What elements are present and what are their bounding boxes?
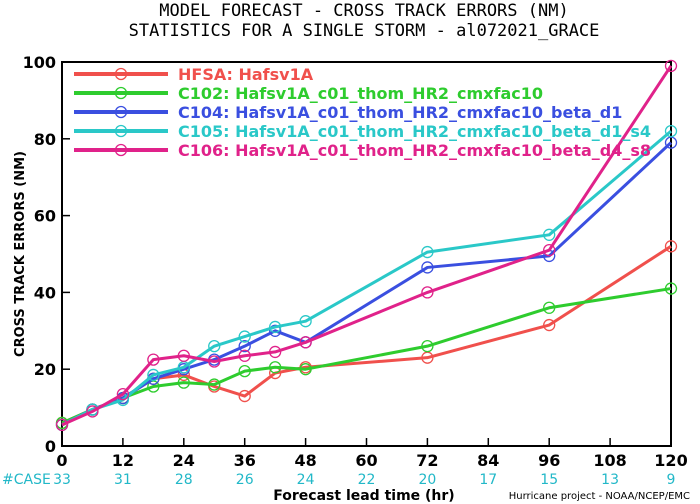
data-point [177, 349, 190, 362]
case-label: #CASE [2, 472, 51, 488]
legend-marker [114, 67, 128, 81]
case-count: 20 [418, 472, 436, 488]
case-count: 15 [540, 472, 558, 488]
data-point [421, 340, 434, 353]
legend-item: HFSA: Hafsv1A [74, 65, 314, 84]
case-count: 13 [601, 472, 619, 488]
data-point [543, 244, 556, 257]
data-point [238, 340, 251, 353]
series-5 [55, 59, 678, 432]
legend-label: C102: Hafsv1A_c01_thom_HR2_cmxfac10 [178, 84, 543, 103]
series-line [61, 287, 672, 425]
case-count: 24 [297, 472, 315, 488]
series-1 [55, 240, 678, 430]
data-point [177, 376, 190, 389]
legend-item: C105: Hafsv1A_c01_thom_HR2_cmxfac10_beta… [74, 122, 651, 141]
x-tick-label: 48 [294, 451, 316, 470]
legend-label: C105: Hafsv1A_c01_thom_HR2_cmxfac10_beta… [178, 122, 651, 141]
legend-item: C102: Hafsv1A_c01_thom_HR2_cmxfac10 [74, 84, 543, 103]
data-point [664, 124, 678, 138]
x-tick-label: 0 [56, 451, 67, 470]
data-point [268, 345, 282, 359]
data-point [147, 368, 160, 382]
legend-label: HFSA: Hafsv1A [178, 65, 314, 84]
legend-label: C106: Hafsv1A_c01_thom_HR2_cmxfac10_beta… [178, 141, 651, 160]
legend-marker [114, 86, 128, 100]
data-point [238, 389, 251, 403]
chart-title: MODEL FORECAST - CROSS TRACK ERRORS (NM) [159, 1, 568, 21]
x-tick-label: 12 [112, 451, 134, 470]
series-layer [55, 59, 678, 432]
x-axis-ticks: 0 12 24 36 48 60 72 84 96 108 120 [56, 438, 688, 470]
case-count: 26 [236, 472, 254, 488]
y-tick-label: 40 [34, 283, 56, 302]
legend-item: C104: Hafsv1A_c01_thom_HR2_cmxfac10_beta… [74, 103, 622, 122]
case-count: 9 [667, 472, 676, 488]
case-count: 31 [114, 472, 132, 488]
data-point [543, 301, 556, 314]
data-point [208, 340, 221, 353]
y-axis-ticks: 0 20 40 60 80 100 [23, 53, 70, 456]
data-point [86, 405, 99, 418]
data-point [147, 353, 160, 366]
data-point [543, 318, 556, 332]
y-tick-label: 20 [34, 360, 56, 379]
data-point [268, 320, 282, 334]
data-point [55, 418, 69, 432]
x-tick-label: 72 [416, 451, 438, 470]
y-tick-label: 60 [34, 207, 56, 226]
x-tick-label: 24 [173, 451, 195, 470]
data-point [421, 261, 434, 274]
case-count: 33 [53, 472, 71, 488]
y-tick-label: 0 [45, 437, 56, 456]
case-counts: 33 31 28 26 24 22 20 17 15 13 9 [53, 472, 675, 488]
data-point [208, 378, 221, 391]
data-point [299, 336, 312, 349]
chart-subtitle: STATISTICS FOR A SINGLE STORM - al072021… [129, 21, 600, 41]
legend-label: C104: Hafsv1A_c01_thom_HR2_cmxfac10_beta… [178, 103, 622, 122]
legend-marker [114, 124, 128, 138]
x-tick-label: 108 [593, 451, 626, 470]
data-point [238, 330, 251, 343]
series-4 [55, 124, 678, 432]
legend-marker [114, 105, 128, 119]
data-point [238, 364, 251, 378]
data-point [421, 245, 434, 259]
case-count: 17 [479, 472, 497, 488]
data-point [116, 388, 130, 401]
data-point [543, 228, 556, 241]
series-line [61, 141, 673, 427]
data-point [299, 315, 312, 328]
data-point [268, 324, 282, 337]
data-point [664, 282, 678, 295]
x-tick-label: 120 [654, 451, 687, 470]
data-point [238, 349, 251, 362]
case-count: 28 [175, 472, 193, 488]
data-point [299, 363, 312, 376]
data-point [664, 240, 678, 253]
case-count: 22 [358, 472, 376, 488]
x-tick-label: 36 [234, 451, 256, 470]
y-tick-label: 100 [23, 53, 56, 72]
legend-item: C106: Hafsv1A_c01_thom_HR2_cmxfac10_beta… [74, 141, 651, 160]
y-axis-label: CROSS TRACK ERRORS (NM) [13, 151, 28, 357]
data-point [268, 361, 282, 374]
data-point [208, 355, 221, 368]
legend-marker [114, 143, 128, 157]
y-tick-label: 80 [34, 130, 56, 149]
data-point [421, 286, 434, 299]
series-line [61, 245, 672, 425]
data-point [664, 59, 678, 72]
x-tick-label: 60 [355, 451, 377, 470]
credit-text: Hurricane project - NOAA/NCEP/EMC [509, 491, 690, 502]
x-tick-label: 96 [538, 451, 560, 470]
x-axis-label: Forecast lead time (hr) [273, 488, 454, 504]
x-tick-label: 84 [477, 451, 499, 470]
